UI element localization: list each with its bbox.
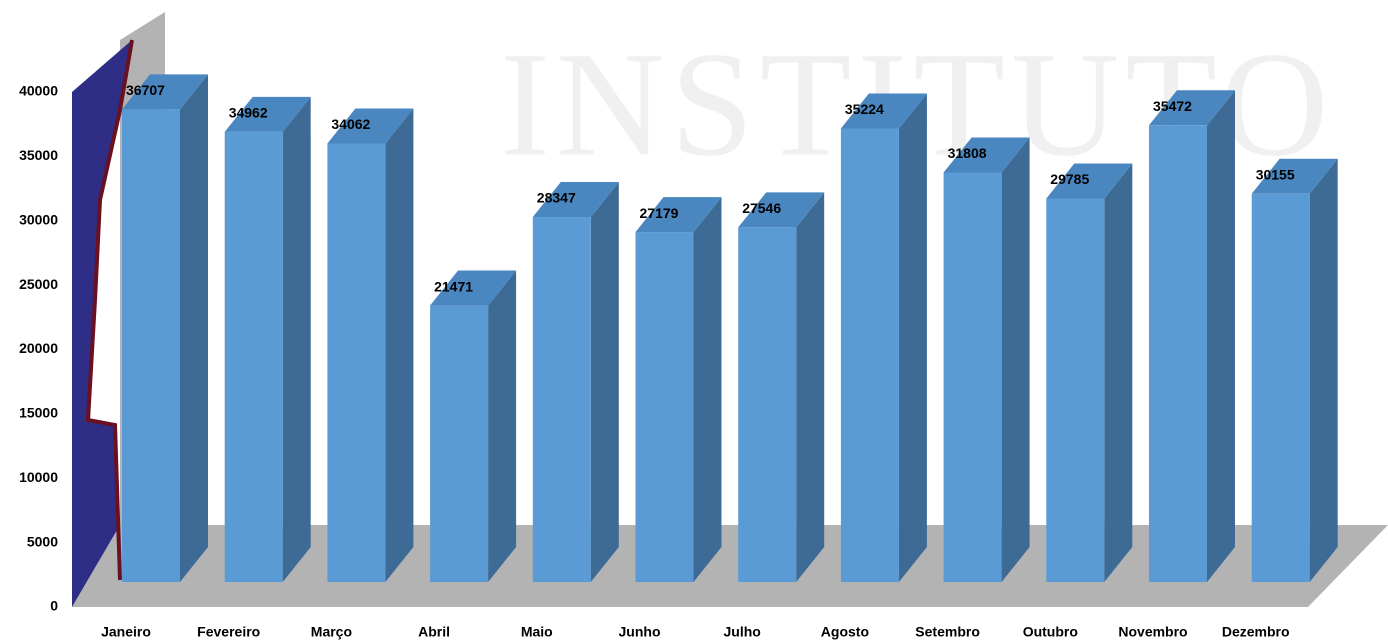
bar-side — [1001, 137, 1030, 583]
x-tick-label: Novembro — [1118, 624, 1187, 640]
x-tick-label: Outubro — [1023, 624, 1078, 640]
bar-side — [590, 182, 619, 582]
bar-top — [1149, 90, 1235, 126]
bar-side — [488, 270, 517, 582]
bar-top — [943, 137, 1030, 173]
bar — [430, 305, 489, 582]
bar-side — [1207, 90, 1235, 582]
bar — [738, 227, 797, 582]
bar-side — [1309, 158, 1338, 582]
bar-top — [430, 270, 517, 306]
bar-top — [327, 108, 414, 144]
value-label: 34962 — [229, 105, 268, 121]
bar-top — [532, 182, 619, 218]
value-label: 30155 — [1256, 166, 1295, 182]
bar-side — [1104, 163, 1133, 582]
value-label: 21471 — [434, 278, 473, 294]
x-tick-label: Julho — [724, 624, 761, 640]
bar-side — [898, 93, 927, 582]
x-tick-label: Janeiro — [101, 624, 151, 640]
bar-top — [840, 93, 927, 129]
y-tick-label: 30000 — [19, 211, 58, 227]
bar — [327, 143, 386, 582]
wall-edge — [85, 39, 134, 581]
bar — [1149, 125, 1207, 582]
value-label: 27179 — [640, 205, 679, 221]
x-tick-label: Setembro — [915, 624, 980, 640]
bar-top — [122, 74, 208, 110]
x-tick-label: Fevereiro — [197, 624, 260, 640]
value-label: 35224 — [845, 101, 884, 117]
x-tick-label: Dezembro — [1222, 624, 1290, 640]
x-tick-label: Agosto — [821, 624, 869, 640]
bar-top — [738, 192, 825, 228]
bar-top — [224, 96, 311, 132]
x-tick-label: Abril — [418, 624, 450, 640]
bar — [840, 128, 899, 582]
y-tick-label: 25000 — [19, 276, 58, 292]
bar — [1251, 193, 1310, 582]
y-tick-label: 10000 — [19, 469, 58, 485]
x-tick-label: Março — [311, 624, 352, 640]
value-label: 36707 — [126, 82, 165, 98]
value-label: 31808 — [948, 145, 987, 161]
x-tick-label: Maio — [521, 624, 553, 640]
bar — [122, 109, 180, 583]
value-label: 28347 — [537, 190, 576, 206]
value-label: 34062 — [331, 116, 370, 132]
bar — [635, 232, 694, 582]
value-label: 27546 — [742, 200, 781, 216]
y-tick-label: 40000 — [19, 83, 58, 99]
y-tick-label: 15000 — [19, 405, 58, 421]
y-tick-label: 5000 — [27, 533, 58, 549]
bar — [943, 172, 1002, 583]
bar-side — [796, 192, 825, 582]
bar — [532, 217, 591, 582]
bar-side — [385, 108, 414, 582]
bar-side — [180, 74, 208, 583]
bar-side — [693, 197, 722, 582]
bar-top — [1251, 158, 1338, 194]
y-tick-label: 35000 — [19, 147, 58, 163]
bar-top — [635, 197, 722, 233]
value-label: 35472 — [1153, 98, 1192, 114]
y-tick-label: 20000 — [19, 340, 58, 356]
y-tick-label: 0 — [50, 598, 58, 614]
value-label: 29785 — [1050, 171, 1089, 187]
x-tick-label: Junho — [619, 624, 661, 640]
bar-side — [282, 96, 311, 582]
bar-top — [1046, 163, 1133, 199]
bar — [224, 131, 283, 582]
bar — [1046, 198, 1105, 582]
